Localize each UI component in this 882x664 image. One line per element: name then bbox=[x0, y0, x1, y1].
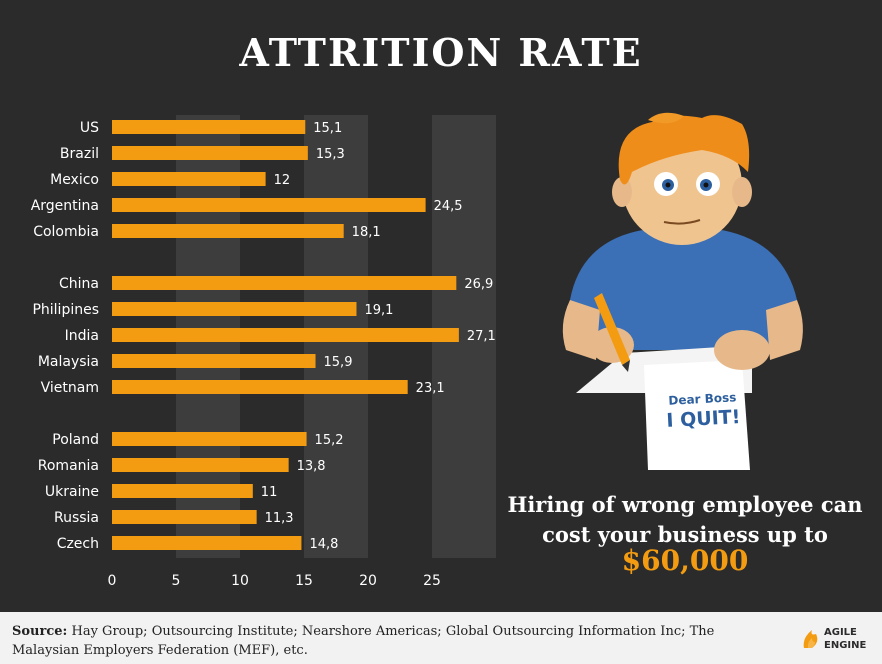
category-label: Mexico bbox=[50, 172, 99, 188]
value-label: 15,2 bbox=[315, 433, 344, 448]
bar bbox=[112, 510, 257, 524]
value-label: 24,5 bbox=[434, 199, 463, 214]
tagline-line1: Hiring of wrong employee can bbox=[507, 492, 863, 517]
source-label: Source: bbox=[12, 624, 68, 639]
value-label: 14,8 bbox=[309, 537, 338, 552]
logo-line1: AGILE bbox=[824, 627, 857, 638]
value-label: 26,9 bbox=[464, 277, 493, 292]
employee-quitting-icon bbox=[562, 112, 803, 470]
x-tick-label: 5 bbox=[172, 573, 181, 589]
bar bbox=[112, 354, 316, 368]
value-label: 27,1 bbox=[467, 329, 496, 344]
category-label: India bbox=[65, 328, 99, 344]
bar bbox=[112, 224, 344, 238]
bar bbox=[112, 484, 253, 498]
source-list: Hay Group; Outsourcing Institute; Nearsh… bbox=[12, 624, 715, 658]
bar bbox=[112, 432, 307, 446]
category-label: Russia bbox=[54, 510, 99, 526]
logo-line2: ENGINE bbox=[824, 640, 867, 651]
category-label: China bbox=[59, 276, 99, 292]
bar bbox=[112, 328, 459, 342]
x-tick-label: 20 bbox=[359, 573, 377, 589]
bar bbox=[112, 146, 308, 160]
source-text: Source: Hay Group; Outsourcing Institute… bbox=[12, 622, 772, 660]
x-tick-label: 15 bbox=[295, 573, 313, 589]
attrition-bar-chart: US 15,1 Brazil 15,3 Mexico 12 Argentina 24,5 Col… bbox=[31, 115, 496, 589]
bar bbox=[112, 198, 426, 212]
category-label: Poland bbox=[52, 432, 99, 448]
value-label: 23,1 bbox=[416, 381, 445, 396]
value-label: 15,1 bbox=[313, 121, 342, 136]
bar bbox=[112, 172, 266, 186]
bar bbox=[112, 302, 357, 316]
flame-icon bbox=[803, 630, 818, 648]
agile-engine-logo: AGILE ENGINE bbox=[800, 624, 878, 658]
value-label: 13,8 bbox=[297, 459, 326, 474]
category-label: Romania bbox=[38, 458, 99, 474]
x-tick-label: 10 bbox=[231, 573, 249, 589]
x-tick-label: 25 bbox=[423, 573, 441, 589]
category-label: Philipines bbox=[32, 302, 99, 318]
bar bbox=[112, 276, 457, 290]
bar bbox=[112, 536, 302, 550]
tagline-line2: cost your business up to bbox=[542, 522, 828, 547]
bar bbox=[112, 458, 289, 472]
quit-letter: Dear Boss I QUIT! bbox=[652, 389, 754, 432]
category-label: Ukraine bbox=[45, 484, 99, 500]
category-label: Vietnam bbox=[41, 380, 99, 396]
bar bbox=[112, 380, 408, 394]
x-tick-label: 0 bbox=[108, 573, 117, 589]
category-label: Czech bbox=[57, 536, 99, 552]
tagline: Hiring of wrong employee can cost your b… bbox=[505, 490, 865, 550]
category-label: Malaysia bbox=[38, 354, 99, 370]
value-label: 19,1 bbox=[364, 303, 393, 318]
footer: Source: Hay Group; Outsourcing Institute… bbox=[0, 612, 882, 664]
value-label: 15,3 bbox=[316, 147, 345, 162]
value-label: 15,9 bbox=[324, 355, 353, 370]
category-label: Brazil bbox=[60, 146, 99, 162]
bar bbox=[112, 120, 306, 134]
category-label: Argentina bbox=[31, 198, 99, 214]
value-label: 11 bbox=[261, 485, 278, 500]
category-label: Colombia bbox=[33, 224, 99, 240]
category-label: US bbox=[80, 120, 99, 136]
value-label: 18,1 bbox=[352, 225, 381, 240]
cost-amount: $60,000 bbox=[621, 544, 749, 577]
value-label: 11,3 bbox=[265, 511, 294, 526]
value-label: 12 bbox=[274, 173, 291, 188]
chart-title: ATTRITION RATE bbox=[239, 30, 643, 75]
